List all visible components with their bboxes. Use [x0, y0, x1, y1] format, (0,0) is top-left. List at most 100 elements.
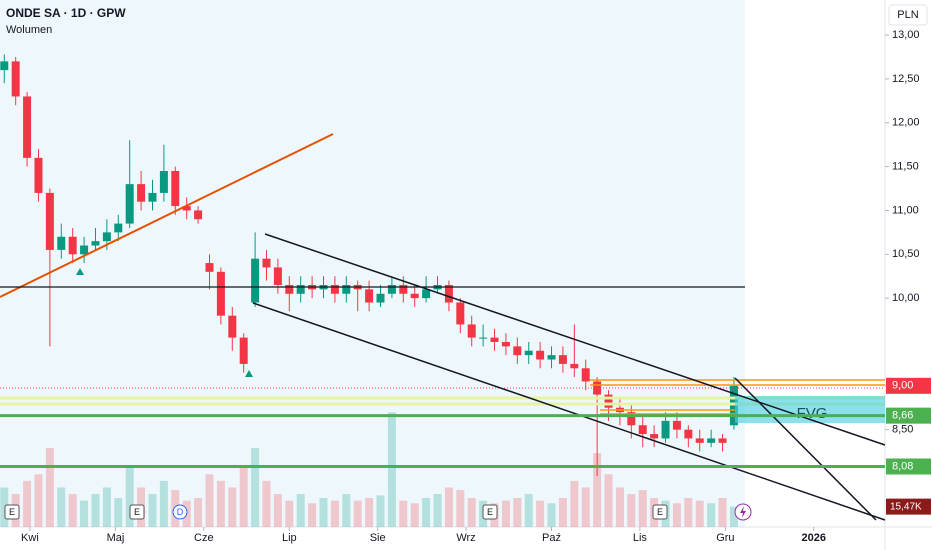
- volume-bar: [342, 494, 351, 527]
- candle-body: [410, 293, 419, 299]
- candle-body: [490, 337, 499, 342]
- x-tick-label: Kwi: [21, 532, 39, 544]
- candle-body: [114, 223, 123, 233]
- volume-bar: [125, 467, 134, 527]
- candle-body: [365, 289, 374, 303]
- volume-bar: [330, 500, 339, 527]
- y-tick-label: 13,00: [892, 29, 920, 41]
- candle-body: [45, 192, 54, 250]
- volume-bar: [114, 498, 123, 527]
- candle-body: [239, 337, 248, 364]
- volume-bar: [433, 494, 442, 527]
- candle-body: [479, 337, 488, 339]
- last-price-tag: [886, 377, 931, 394]
- y-tick-label: 12,00: [892, 117, 920, 129]
- currency-label: PLN: [897, 9, 918, 21]
- candle-body: [536, 350, 545, 360]
- volume-bar: [684, 498, 693, 527]
- volume-bar: [365, 498, 374, 527]
- volume-bar: [308, 503, 317, 527]
- news-icon-glyph: [740, 506, 746, 518]
- volume-bar: [34, 474, 43, 527]
- signal-marker: [76, 268, 84, 275]
- x-tick-label: Wrz: [456, 532, 475, 544]
- volume-bar: [353, 500, 362, 527]
- level-tag: [886, 407, 931, 424]
- dividend-icon-glyph: D: [177, 507, 184, 517]
- volume-bar: [695, 500, 704, 527]
- channel-line: [264, 233, 886, 446]
- candle-body: [34, 157, 43, 193]
- last-price-label: 9,00: [892, 380, 913, 392]
- candle-body: [456, 302, 465, 325]
- event-icon[interactable]: [482, 504, 498, 520]
- candle-body: [205, 263, 214, 272]
- volume-bar: [319, 498, 328, 527]
- x-tick-label: Maj: [107, 532, 125, 544]
- volume-bar: [558, 498, 567, 527]
- y-tick-label: 12,50: [892, 73, 920, 85]
- candle-body: [524, 350, 533, 356]
- x-tick-label: Lis: [633, 532, 648, 544]
- volume-bar: [285, 500, 294, 527]
- volume-bar: [239, 467, 248, 527]
- volume-bar: [205, 474, 214, 527]
- candle-body: [23, 96, 32, 158]
- volume-bar: [376, 495, 385, 527]
- candle-body: [296, 284, 305, 294]
- candle-body: [228, 315, 237, 338]
- symbol-title: ONDE SA · 1D · GPW: [6, 6, 126, 20]
- volume-bar: [91, 494, 100, 527]
- candle-body: [137, 184, 146, 202]
- volume-bar: [638, 490, 647, 527]
- volume-bar: [399, 500, 408, 527]
- candle-body: [672, 420, 681, 430]
- volume-bar: [729, 506, 738, 527]
- level-tag: [886, 458, 931, 475]
- volume-bar: [604, 474, 613, 527]
- candle-body: [182, 206, 191, 211]
- candle-body: [627, 412, 636, 426]
- event-icon[interactable]: [4, 504, 20, 520]
- candle-body: [513, 346, 522, 356]
- candle-body: [262, 258, 271, 268]
- event-icon-glyph: E: [487, 507, 493, 517]
- volume-bar: [410, 503, 419, 527]
- x-tick-label: Cze: [194, 532, 214, 544]
- dividend-icon[interactable]: [172, 504, 188, 520]
- volume-bar: [570, 480, 579, 527]
- volume-bar: [159, 480, 168, 527]
- candle-body: [330, 284, 339, 294]
- volume-bar: [148, 494, 157, 527]
- volume-bar: [581, 487, 590, 527]
- fvg-zone: [735, 396, 885, 423]
- channel-line: [252, 302, 886, 521]
- candle-body: [216, 271, 225, 316]
- y-tick-label: 10,00: [892, 292, 920, 304]
- event-icon[interactable]: [129, 504, 145, 520]
- volume-bar: [251, 447, 260, 527]
- candle-body: [80, 245, 89, 255]
- currency-box[interactable]: [888, 4, 928, 26]
- candle-body: [148, 192, 157, 202]
- candle-body: [125, 184, 134, 224]
- candle-body: [0, 61, 9, 71]
- volume-bar: [593, 453, 602, 527]
- volume-bar: [387, 412, 396, 527]
- event-icon[interactable]: [652, 504, 668, 520]
- candle-body: [650, 434, 659, 439]
- candle-body: [251, 258, 260, 303]
- candle-body: [467, 324, 476, 338]
- candle-body: [342, 284, 351, 294]
- candle-body: [11, 61, 20, 97]
- y-tick-label: 10,50: [892, 248, 920, 260]
- candle-body: [285, 284, 294, 294]
- y-tick-label: 8,50: [892, 424, 913, 436]
- candle-body: [422, 289, 431, 299]
- volume-bar: [80, 500, 89, 527]
- fvg-label: FVG: [797, 405, 828, 422]
- last-volume-tag: [886, 498, 931, 515]
- volume-bar: [228, 487, 237, 527]
- candle-body: [570, 363, 579, 369]
- volume-bar: [23, 480, 32, 527]
